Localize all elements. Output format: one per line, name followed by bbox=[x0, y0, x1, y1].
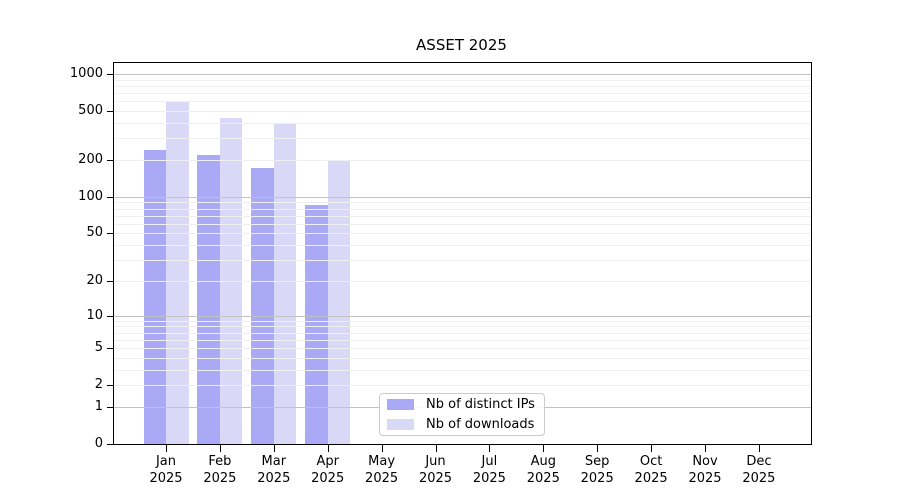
x-tick-label: Aug 2025 bbox=[526, 454, 560, 486]
minor-gridline bbox=[114, 202, 811, 204]
minor-gridline bbox=[114, 79, 811, 81]
minor-gridline bbox=[114, 85, 811, 87]
legend: Nb of distinct IPs Nb of downloads bbox=[379, 393, 545, 436]
y-tick-mark bbox=[107, 111, 114, 113]
y-tick-label: 100 bbox=[78, 188, 103, 204]
minor-gridline bbox=[114, 245, 811, 247]
minor-gridline bbox=[114, 123, 811, 125]
x-tick-mark bbox=[381, 445, 383, 452]
x-tick-label: Jul 2025 bbox=[472, 454, 506, 486]
minor-gridline bbox=[114, 138, 811, 140]
minor-gridline bbox=[114, 223, 811, 225]
x-tick-label: Feb 2025 bbox=[203, 454, 237, 486]
y-tick-mark bbox=[107, 160, 114, 162]
y-tick-label: 200 bbox=[78, 152, 103, 168]
legend-swatch-icon bbox=[387, 399, 414, 410]
minor-gridline bbox=[114, 320, 811, 322]
bar-distinct-ips-mar bbox=[251, 168, 274, 444]
major-gridline bbox=[114, 315, 811, 317]
minor-gridline bbox=[114, 326, 811, 328]
minor-gridline bbox=[114, 233, 811, 235]
minor-gridline bbox=[114, 111, 811, 113]
y-tick-label: 2 bbox=[94, 377, 103, 393]
y-tick-label: 20 bbox=[86, 272, 103, 288]
y-tick-mark bbox=[107, 406, 114, 408]
legend-item: Nb of distinct IPs bbox=[387, 396, 537, 413]
minor-gridline bbox=[114, 160, 811, 162]
y-tick-label: 5 bbox=[94, 340, 103, 356]
y-tick-mark bbox=[107, 233, 114, 235]
legend-label: Nb of distinct IPs bbox=[426, 397, 535, 412]
minor-gridline bbox=[114, 93, 811, 95]
minor-gridline bbox=[114, 208, 811, 210]
bar-downloads-apr bbox=[327, 160, 351, 444]
y-tick-mark bbox=[107, 348, 114, 350]
y-tick-label: 50 bbox=[86, 225, 103, 241]
x-tick-label: Sep 2025 bbox=[580, 454, 614, 486]
chart-title: ASSET 2025 bbox=[416, 36, 507, 54]
major-gridline bbox=[114, 74, 811, 76]
x-tick-label: Oct 2025 bbox=[634, 454, 668, 486]
minor-gridline bbox=[114, 280, 811, 282]
major-gridline bbox=[114, 196, 811, 198]
bar-distinct-ips-jan bbox=[143, 150, 166, 444]
minor-gridline bbox=[114, 332, 811, 334]
y-tick-mark bbox=[107, 444, 114, 445]
minor-gridline bbox=[114, 369, 811, 371]
minor-gridline bbox=[114, 357, 811, 359]
x-tick-label: Dec 2025 bbox=[742, 454, 776, 486]
minor-gridline bbox=[114, 348, 811, 350]
x-tick-mark bbox=[543, 445, 545, 452]
x-tick-label: May 2025 bbox=[365, 454, 399, 486]
x-tick-mark bbox=[597, 445, 599, 452]
bar-downloads-mar bbox=[273, 124, 297, 444]
x-tick-mark bbox=[219, 445, 221, 452]
x-tick-mark bbox=[705, 445, 706, 452]
bar-distinct-ips-apr bbox=[305, 205, 328, 444]
x-tick-mark bbox=[758, 445, 760, 452]
minor-gridline bbox=[114, 215, 811, 217]
legend-swatch-icon bbox=[387, 419, 414, 430]
minor-gridline bbox=[114, 339, 811, 341]
y-tick-mark bbox=[107, 385, 114, 387]
x-tick-label: Apr 2025 bbox=[311, 454, 345, 486]
bar-distinct-ips-feb bbox=[197, 155, 220, 444]
plot-border bbox=[113, 62, 812, 445]
y-tick-mark bbox=[107, 315, 114, 317]
plot-area bbox=[114, 63, 811, 444]
x-tick-mark bbox=[273, 445, 275, 452]
y-tick-label: 1000 bbox=[69, 66, 103, 82]
legend-label: Nb of downloads bbox=[426, 417, 535, 432]
y-tick-label: 1 bbox=[94, 398, 103, 414]
x-tick-mark bbox=[166, 445, 167, 452]
y-tick-label: 10 bbox=[86, 307, 103, 323]
x-tick-mark bbox=[489, 445, 491, 452]
bar-downloads-feb bbox=[219, 117, 243, 444]
x-tick-mark bbox=[651, 445, 653, 452]
minor-gridline bbox=[114, 260, 811, 262]
x-tick-mark bbox=[435, 445, 437, 452]
minor-gridline bbox=[114, 101, 811, 103]
y-tick-mark bbox=[107, 280, 114, 282]
bar-downloads-jan bbox=[166, 101, 189, 444]
minor-gridline bbox=[114, 385, 811, 387]
x-tick-label: Mar 2025 bbox=[257, 454, 291, 486]
y-tick-label: 0 bbox=[94, 436, 103, 451]
legend-item: Nb of downloads bbox=[387, 416, 537, 433]
y-tick-mark bbox=[107, 196, 114, 198]
x-tick-label: Nov 2025 bbox=[688, 454, 722, 486]
y-tick-mark bbox=[107, 74, 114, 76]
y-tick-label: 500 bbox=[78, 103, 103, 119]
x-tick-mark bbox=[327, 445, 329, 452]
x-tick-label: Jan 2025 bbox=[149, 454, 183, 486]
x-tick-label: Jun 2025 bbox=[418, 454, 453, 486]
